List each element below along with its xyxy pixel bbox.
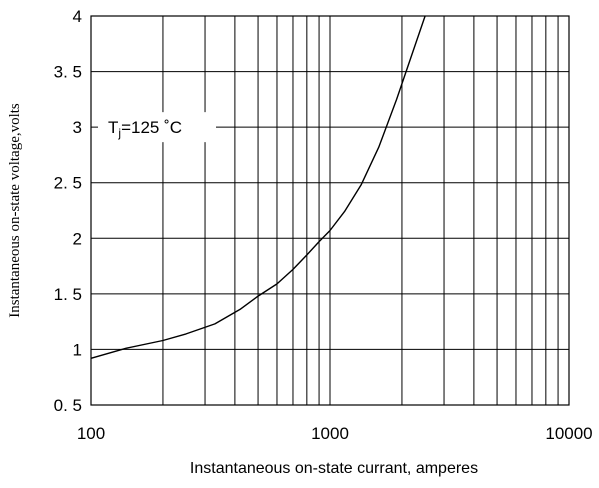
series-layer bbox=[90, 15, 426, 359]
x-tick-label: 100 bbox=[77, 424, 105, 443]
y-axis-title: Instantaneous on-state voltage,volts bbox=[7, 103, 23, 318]
y-tick-label: 2 bbox=[73, 229, 82, 248]
annotation-layer: Tj=125 ˚C bbox=[98, 112, 217, 143]
y-tick-label: 3 bbox=[73, 118, 82, 137]
x-tick-label: 1000 bbox=[311, 424, 349, 443]
annotation-box bbox=[98, 112, 217, 143]
y-tick-label: 1. 5 bbox=[54, 285, 82, 304]
y-tick-label: 0. 5 bbox=[54, 396, 82, 415]
series-line bbox=[90, 15, 426, 359]
labels-layer: 0. 5 1 1. 5 2 2. 5 3 3. 5 4 100 1000 10000 Instanta… bbox=[7, 7, 593, 477]
temperature-annotation: Tj=125 ˚C bbox=[108, 118, 182, 140]
y-tick-label: 4 bbox=[73, 7, 82, 26]
y-tick-label: 3. 5 bbox=[54, 63, 82, 82]
y-tick-label: 1 bbox=[73, 340, 82, 359]
axes-layer bbox=[90, 15, 570, 406]
plot-frame bbox=[90, 15, 570, 406]
grid-layer bbox=[91, 16, 569, 405]
x-axis-title: Instantaneous on-state currant, amperes bbox=[190, 460, 478, 477]
y-tick-label: 2. 5 bbox=[54, 174, 82, 193]
x-tick-label: 10000 bbox=[545, 424, 592, 443]
